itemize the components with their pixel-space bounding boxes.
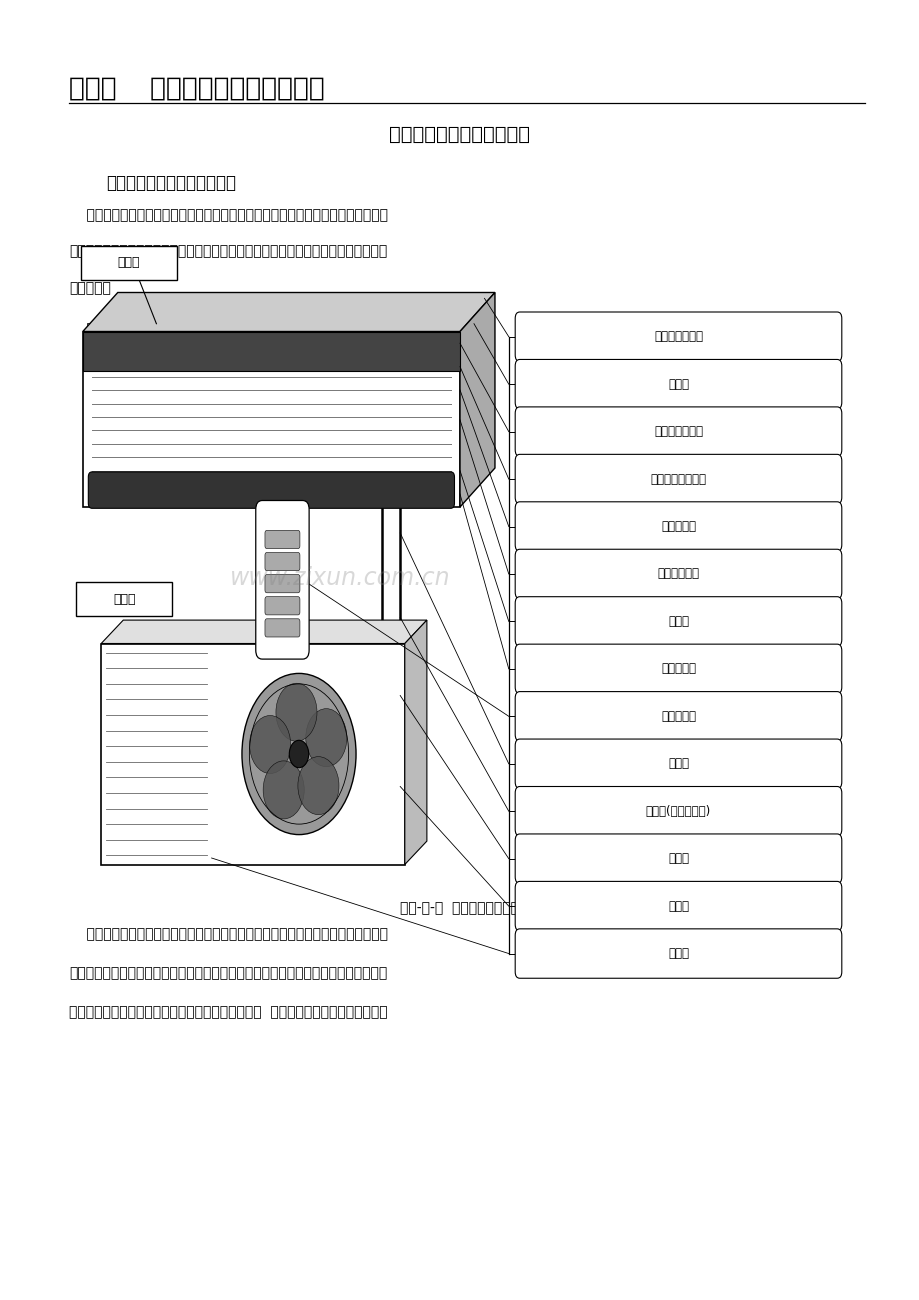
Text: 连接管(室内、外机): 连接管(室内、外机) <box>645 805 710 818</box>
Text: 进风口: 进风口 <box>667 757 688 770</box>
Text: 第一章    空调器的结构和工作原理: 第一章 空调器的结构和工作原理 <box>69 75 324 101</box>
FancyBboxPatch shape <box>265 552 300 571</box>
Circle shape <box>305 708 346 767</box>
Circle shape <box>242 673 356 835</box>
Circle shape <box>263 760 304 819</box>
Text: 室内机组呈长方扁平状，室外机组为单风扇扁平立式，可安装在室外墙壁上、地面上或: 室内机组呈长方扁平状，室外机组为单风扇扁平立式，可安装在室外墙壁上、地面上或 <box>69 244 387 259</box>
Text: 出风口: 出风口 <box>667 946 688 959</box>
Text: 左右导风叶片: 左右导风叶片 <box>657 567 698 580</box>
FancyBboxPatch shape <box>255 500 309 659</box>
Text: 原来的分体壁挂式空调器，无论从颜色或造型上都不如新型的漂亮、豪华。新型的: 原来的分体壁挂式空调器，无论从颜色或造型上都不如新型的漂亮、豪华。新型的 <box>69 927 388 941</box>
FancyBboxPatch shape <box>515 407 841 456</box>
FancyBboxPatch shape <box>88 472 454 508</box>
FancyBboxPatch shape <box>515 881 841 931</box>
FancyBboxPatch shape <box>265 575 300 593</box>
Text: 上下导风板: 上下导风板 <box>660 520 696 533</box>
Circle shape <box>289 740 309 768</box>
Circle shape <box>249 715 290 774</box>
FancyBboxPatch shape <box>515 549 841 598</box>
FancyBboxPatch shape <box>515 502 841 551</box>
Text: 楼顶等处。: 楼顶等处。 <box>69 281 111 295</box>
FancyBboxPatch shape <box>515 692 841 741</box>
Text: 图1为分体壁挂式空调器的外形，上部为室内机组，下部为室外机组。: 图1为分体壁挂式空调器的外形，上部为室内机组，下部为室外机组。 <box>69 321 346 335</box>
FancyBboxPatch shape <box>76 582 172 616</box>
Polygon shape <box>460 292 494 507</box>
Polygon shape <box>101 620 426 644</box>
Text: 控制线: 控制线 <box>667 853 688 866</box>
Text: 室内空气进风口: 室内空气进风口 <box>653 330 702 343</box>
FancyBboxPatch shape <box>515 359 841 408</box>
Polygon shape <box>101 644 404 864</box>
Text: 排水管: 排水管 <box>667 900 688 913</box>
Polygon shape <box>404 620 426 865</box>
Circle shape <box>298 757 338 815</box>
Text: 第一节分体式空调器的结构: 第一节分体式空调器的结构 <box>389 125 530 144</box>
Polygon shape <box>83 292 494 332</box>
Text: 无线遥控器: 无线遥控器 <box>660 710 696 723</box>
Text: 空气过滤网: 空气过滤网 <box>660 663 696 676</box>
Circle shape <box>276 684 317 741</box>
FancyBboxPatch shape <box>265 597 300 615</box>
FancyBboxPatch shape <box>515 928 841 978</box>
FancyBboxPatch shape <box>515 786 841 836</box>
FancyBboxPatch shape <box>265 530 300 549</box>
Text: www.zixun.com.cn: www.zixun.com.cn <box>230 567 450 590</box>
Text: 图１-１-１  分体壁挂式空调器: 图１-１-１ 分体壁挂式空调器 <box>400 901 519 915</box>
FancyBboxPatch shape <box>515 835 841 884</box>
FancyBboxPatch shape <box>515 455 841 504</box>
Polygon shape <box>83 332 460 507</box>
Text: 出风口: 出风口 <box>667 615 688 628</box>
FancyBboxPatch shape <box>265 619 300 637</box>
Text: 本体紧急控制口: 本体紧急控制口 <box>653 425 702 438</box>
Polygon shape <box>83 332 460 370</box>
Text: 室内机: 室内机 <box>118 256 140 269</box>
FancyBboxPatch shape <box>515 645 841 694</box>
Text: 机种扁而长，机身轻巧呈流线型，颜色淡雅大方。不仅如此，新型的分体壁挂式空调器: 机种扁而长，机身轻巧呈流线型，颜色淡雅大方。不仅如此，新型的分体壁挂式空调器 <box>69 966 387 980</box>
Text: 在操作方面均采用遥控器和微电脑控制，性能先进。  分体壁挂式空调器多为两用型，: 在操作方面均采用遥控器和微电脑控制，性能先进。 分体壁挂式空调器多为两用型， <box>69 1005 387 1019</box>
Text: 运转状况显示窗口: 运转状况显示窗口 <box>650 473 706 486</box>
Text: 前盖板: 前盖板 <box>667 377 688 390</box>
FancyBboxPatch shape <box>515 597 841 646</box>
FancyBboxPatch shape <box>515 738 841 788</box>
Text: 室外机: 室外机 <box>113 593 135 606</box>
Text: 一、分体壁挂式空调器的结构: 一、分体壁挂式空调器的结构 <box>106 174 235 192</box>
Text: 分体壁挂式空调器又称为墙挂式空洞器，因其室内机组可以悬挂在墙壁上而得名。: 分体壁挂式空调器又称为墙挂式空洞器，因其室内机组可以悬挂在墙壁上而得名。 <box>69 208 388 222</box>
FancyBboxPatch shape <box>515 312 841 361</box>
FancyBboxPatch shape <box>81 246 176 280</box>
